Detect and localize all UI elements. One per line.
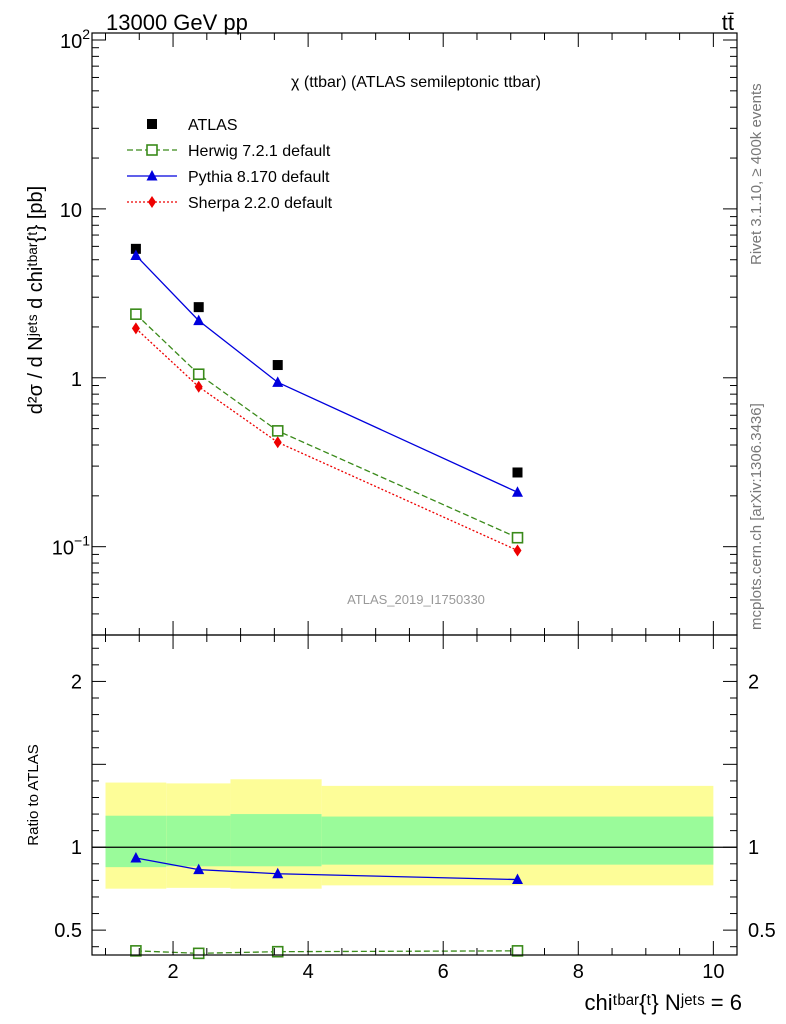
ratio-y-tick-label-right: 1 (748, 837, 759, 859)
rivet-label: Rivet 3.1.10, ≥ 400k events (748, 83, 765, 265)
data-point (130, 249, 142, 260)
data-point (131, 322, 140, 335)
stat-band (166, 815, 231, 867)
ratio-point (511, 945, 524, 957)
ratio-y-tick-label-right: 0.5 (748, 920, 776, 942)
ratio-panel: 0.5 0.5 1 1 2 2 2 4 6 8 10 Ratio to ATLAS chiᵗᵇᵃʳ{… (25, 634, 776, 1015)
series-line (135, 327, 518, 552)
legend-item-sherpa: Sherpa 2.2.0 default (127, 195, 333, 212)
ratio-point (511, 873, 523, 885)
x-tick-label: 4 (303, 961, 314, 983)
y-tick-label: 1 (71, 369, 82, 391)
data-point (130, 243, 141, 254)
legend-marker (147, 119, 157, 129)
legend-item-herwig: Herwig 7.2.1 default (127, 143, 331, 160)
legend: ATLAS Herwig 7.2.1 default Pythia 8.170 de… (127, 117, 333, 212)
data-point (273, 436, 282, 449)
x-tick-label: 6 (438, 961, 449, 983)
series-line (135, 313, 518, 539)
ratio-y-tick-label: 1 (71, 837, 82, 859)
ratio-line (135, 950, 518, 954)
data-point (511, 486, 523, 497)
y-tick-label: 10 (60, 200, 82, 222)
analysis-watermark: ATLAS_2019_I1750330 (347, 592, 485, 607)
data-point (272, 360, 283, 371)
legend-marker (146, 170, 158, 181)
series-pythia (130, 249, 523, 497)
ratio-y-tick-label: 2 (71, 671, 82, 693)
main-series-layer (130, 243, 524, 557)
ratio-point (130, 852, 142, 863)
ratio-series-herwig (130, 945, 524, 960)
legend-marker (146, 144, 158, 156)
data-point (130, 308, 142, 320)
x-tick-label: 10 (702, 961, 724, 983)
stat-band (321, 816, 714, 865)
legend-item-pythia: Pythia 8.170 default (127, 169, 330, 186)
data-point (511, 531, 524, 544)
data-point (512, 467, 523, 478)
data-point (192, 368, 205, 381)
ratio-series-pythia (130, 852, 523, 885)
main-axes: 10−1 1 10 102 (52, 26, 737, 636)
mcplots-label: mcplots.cern.ch [arXiv:1306.3436] (748, 403, 765, 630)
ratio-point (130, 945, 142, 957)
data-point (513, 544, 522, 557)
legend-label: Pythia 8.170 default (188, 169, 330, 186)
ratio-point (271, 945, 284, 958)
x-tick-label: 8 (573, 961, 584, 983)
ratio-series-layer (130, 852, 524, 960)
data-point (272, 376, 284, 387)
data-point (271, 425, 284, 437)
legend-label: Herwig 7.2.1 default (188, 143, 331, 160)
series-sherpa (131, 322, 522, 557)
ratio-point (192, 947, 205, 960)
main-y-axis-label: d²σ / d Nʲᵉᵗˢ d chiᵗᵇᵃʳ{ᵗ} [pb] (25, 186, 47, 414)
x-axis-label: chiᵗᵇᵃʳ{ᵗ} Nʲᵉᵗˢ = 6 (584, 990, 742, 1015)
data-point (193, 314, 205, 326)
legend-marker (148, 196, 156, 208)
y-tick-label: 102 (60, 26, 90, 53)
series-atlas (130, 243, 523, 478)
ratio-point (272, 867, 284, 879)
uncertainty-bands (92, 779, 737, 889)
main-title: χ (ttbar) (ATLAS semileptonic ttbar) (291, 74, 541, 91)
ratio-y-tick-label: 0.5 (54, 920, 82, 942)
series-line (135, 255, 518, 493)
ratio-line (135, 857, 518, 881)
data-point (193, 302, 204, 313)
ratio-y-tick-label-right: 2 (748, 671, 759, 693)
stat-band (230, 814, 322, 867)
ratio-axes: 0.5 0.5 1 1 2 2 2 4 6 8 10 (54, 635, 776, 983)
legend-label: Sherpa 2.2.0 default (188, 195, 333, 212)
ratio-point (193, 863, 205, 875)
legend-item-atlas: ATLAS (147, 117, 238, 134)
legend-label: ATLAS (188, 117, 238, 134)
series-herwig (130, 308, 524, 544)
ratio-frame (91, 634, 738, 956)
ratio-y-axis-label: Ratio to ATLAS (25, 744, 42, 845)
main-panel: 10−1 1 10 102 χ (ttbar) (ATLAS semileptonic… (25, 26, 738, 636)
x-tick-label: 2 (167, 961, 178, 983)
data-point (194, 380, 203, 393)
energy-label: 13000 GeV pp (106, 10, 248, 35)
process-label: tt̄ (722, 10, 734, 35)
y-tick-label: 10−1 (52, 533, 90, 560)
